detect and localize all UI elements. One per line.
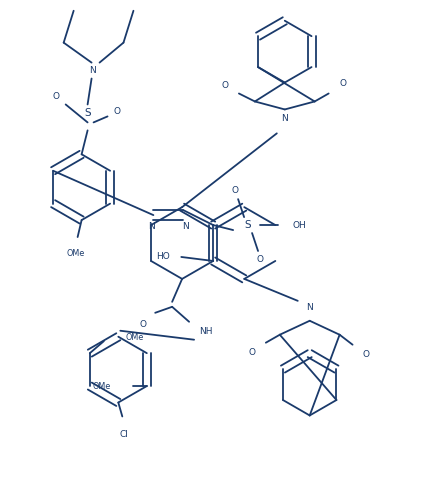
Text: S: S (244, 220, 251, 230)
Text: N: N (89, 66, 96, 75)
Text: Cl: Cl (120, 430, 128, 439)
Text: O: O (231, 186, 238, 195)
Text: OH: OH (292, 221, 306, 230)
Text: OMe: OMe (92, 382, 111, 391)
Text: N: N (306, 303, 312, 312)
Text: N: N (181, 222, 188, 231)
Text: HO: HO (156, 252, 170, 261)
Text: OMe: OMe (66, 249, 85, 258)
Text: O: O (114, 107, 121, 116)
Text: O: O (361, 350, 368, 359)
Text: N: N (148, 222, 155, 231)
Text: N: N (281, 114, 287, 123)
Text: O: O (256, 255, 263, 264)
Text: O: O (221, 81, 228, 90)
Text: S: S (84, 108, 91, 118)
Text: O: O (139, 320, 146, 329)
Text: NH: NH (199, 327, 212, 336)
Text: O: O (248, 348, 255, 357)
Text: O: O (339, 79, 345, 88)
Text: OMe: OMe (125, 333, 144, 342)
Text: O: O (52, 92, 59, 101)
